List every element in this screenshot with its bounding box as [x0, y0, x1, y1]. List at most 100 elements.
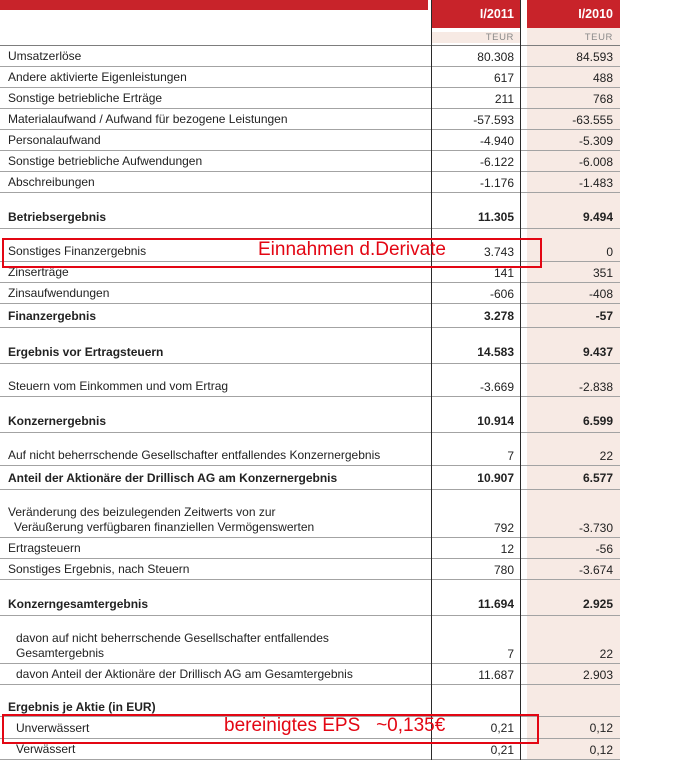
table-row: Sonstige betriebliche Aufwendungen -6.12… [0, 151, 679, 172]
row-label: Konzerngesamtergebnis [8, 596, 149, 611]
table-row: davon Anteil der Aktionäre der Drillisch… [0, 664, 679, 685]
table-row: Materialaufwand / Aufwand für bezogene L… [0, 109, 679, 130]
table-row: Abschreibungen -1.176 -1.483 [0, 172, 679, 193]
value-2011: 0,21 [490, 742, 514, 757]
value-2010: -5.309 [578, 133, 613, 148]
row-label: Ergebnis je Aktie (in EUR) [8, 699, 156, 714]
unit-label-2010: TEUR [584, 31, 613, 43]
row-label-cell: Steuern vom Einkommen und vom Ertrag [0, 379, 431, 394]
table-row: Ergebnis vor Ertragsteuern 14.583 9.437 [0, 340, 679, 364]
row-label: Sonstiges Finanzergebnis [8, 244, 147, 258]
value-2010: -63.555 [572, 112, 613, 127]
row-label-cell: Materialaufwand / Aufwand für bezogene L… [0, 112, 431, 127]
annotation-text-adjusted-eps: bereinigtes EPS ~0,135€ [224, 715, 446, 736]
row-label: davon Anteil der Aktionäre der Drillisch… [16, 667, 353, 681]
value-2010: -2.838 [578, 379, 613, 394]
row-label-cell: Sonstiges Ergebnis, nach Steuern [0, 562, 431, 577]
table-row: Zinserträge 141 351 [0, 262, 679, 283]
value-2010: 0 [606, 244, 613, 259]
value-2011: 14.583 [477, 345, 514, 359]
row-label-cell: Finanzergebnis [0, 309, 431, 324]
table-row: Sonstige betriebliche Erträge 211 768 [0, 88, 679, 109]
table-row: Finanzergebnis 3.278 -57 [0, 304, 679, 328]
row-label: Zinserträge [8, 265, 69, 279]
value-2011: 10.907 [477, 471, 514, 485]
table-row: Sonstiges Ergebnis, nach Steuern 780 -3.… [0, 559, 679, 580]
annotation-box-derivatives [2, 238, 542, 268]
value-2011: 10.914 [477, 414, 514, 428]
value-2010: 0,12 [589, 742, 613, 757]
current-period-column-border-left [431, 0, 432, 760]
row-label: Veränderung des beizulegenden Zeitwerts … [8, 505, 276, 519]
current-period-column-border-right [520, 0, 521, 760]
cropped-title-bar [0, 0, 428, 10]
row-label-cell: davon auf nicht beherrschende Gesellscha… [0, 631, 431, 664]
row-label-cell: Anteil der Aktionäre der Drillisch AG am… [0, 471, 431, 486]
row-label: davon auf nicht beherrschende Gesellscha… [16, 631, 329, 645]
value-2010: -408 [588, 286, 613, 301]
value-2010: 2.925 [582, 597, 613, 611]
row-label-cell: Zinsaufwendungen [0, 286, 431, 301]
row-label-cell: Betriebsergebnis [0, 210, 431, 225]
value-2010: 22 [599, 647, 613, 661]
value-2010: -1.483 [578, 175, 613, 190]
table-body: Umsatzerlöse 80.308 84.593 Andere aktivi… [0, 46, 679, 760]
value-2010: -3.674 [578, 562, 613, 577]
value-2010: 488 [592, 70, 613, 85]
value-2011: 141 [493, 265, 514, 280]
value-2011: 11.694 [477, 597, 514, 611]
table-rows-container: TEUR TEUR Umsatzerlöse 80.308 84.593 And… [0, 28, 679, 760]
table-row: Umsatzerlöse 80.308 84.593 [0, 46, 679, 67]
value-2011: 3.743 [483, 244, 514, 259]
row-label: Sonstige betriebliche Aufwendungen [8, 154, 203, 168]
value-2010: 351 [592, 265, 613, 280]
value-2011: -6.122 [479, 154, 514, 169]
table-row: Andere aktivierte Eigenleistungen 617 48… [0, 67, 679, 88]
value-2011: 11.305 [477, 210, 514, 224]
value-2010: 9.437 [582, 345, 613, 359]
row-label-cell: Ergebnis vor Ertragsteuern [0, 345, 431, 360]
value-2011: 3.278 [483, 309, 514, 323]
row-label-cell: Unverwässert [0, 721, 431, 736]
value-2010: 0,12 [589, 721, 613, 735]
table-row: Auf nicht beherrschende Gesellschafter e… [0, 445, 679, 466]
row-label: Ertragsteuern [8, 541, 81, 555]
row-label-cell: Sonstige betriebliche Erträge [0, 91, 431, 106]
value-2010: -3.730 [578, 521, 613, 535]
row-label-line2: Veräußerung verfügbaren finanziellen Ver… [14, 520, 315, 534]
row-label: Abschreibungen [8, 175, 95, 189]
table-row: Zinsaufwendungen -606 -408 [0, 283, 679, 304]
row-label: Steuern vom Einkommen und vom Ertrag [8, 379, 229, 393]
table-row: Betriebsergebnis 11.305 9.494 [0, 205, 679, 229]
value-2010: 768 [592, 91, 613, 106]
unit-label-2011: TEUR [431, 31, 521, 43]
row-label: Konzernergebnis [8, 413, 107, 428]
row-label-cell: Andere aktivierte Eigenleistungen [0, 70, 431, 85]
row-label-cell: davon Anteil der Aktionäre der Drillisch… [0, 667, 431, 682]
table-row: davon auf nicht beherrschende Gesellscha… [0, 628, 679, 664]
value-2011: 11.687 [478, 667, 514, 682]
value-2011: 7 [507, 647, 514, 661]
row-label: Verwässert [16, 742, 76, 756]
value-2010: 22 [599, 448, 613, 463]
value-2011: -4.940 [479, 133, 514, 148]
row-label-cell: Konzernergebnis [0, 414, 431, 429]
value-2011: 7 [507, 448, 514, 463]
row-label-cell: Auf nicht beherrschende Gesellschafter e… [0, 448, 431, 463]
table-row: Ertragsteuern 12 -56 [0, 538, 679, 559]
row-label-cell: Personalaufwand [0, 133, 431, 148]
row-label: Finanzergebnis [8, 308, 97, 323]
unit-row: TEUR TEUR [0, 28, 679, 46]
value-2010: -56 [595, 541, 613, 556]
table-row: Anteil der Aktionäre der Drillisch AG am… [0, 466, 679, 490]
row-label-cell: Konzerngesamtergebnis [0, 597, 431, 612]
row-label: Umsatzerlöse [8, 49, 82, 63]
row-label: Andere aktivierte Eigenleistungen [8, 70, 187, 84]
table-row: Ergebnis je Aktie (in EUR) [0, 697, 679, 717]
column-header-2010: I/2010 [527, 0, 620, 28]
row-label: Zinsaufwendungen [8, 286, 110, 300]
row-label: Anteil der Aktionäre der Drillisch AG am… [8, 470, 338, 485]
table-row: Personalaufwand -4.940 -5.309 [0, 130, 679, 151]
table-row: Verwässert 0,21 0,12 [0, 739, 679, 760]
